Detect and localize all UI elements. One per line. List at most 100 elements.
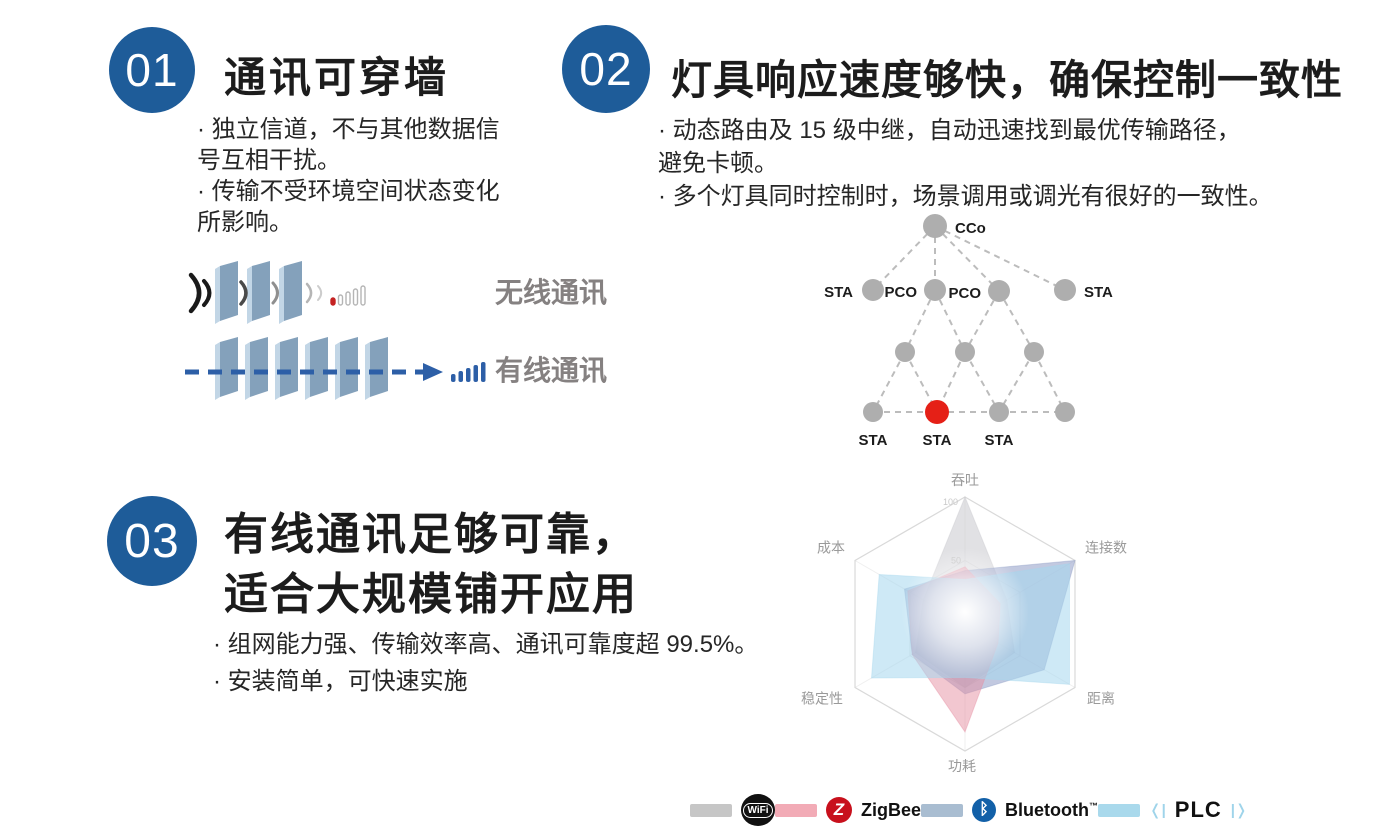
topology-node-highlighted (925, 400, 949, 424)
wall-front-face (252, 261, 270, 321)
wall-side-face (279, 266, 284, 324)
topology-node-label: STA (859, 432, 888, 449)
bullet-line: · 独立信道，不与其他数据信 (197, 116, 500, 143)
wifi-logo-icon: WiFi (741, 794, 775, 826)
bullet-line: 号互相干扰。 (197, 147, 341, 174)
bullet-line: · 传输不受环境空间状态变化 (197, 178, 500, 205)
wall-side-face (335, 342, 340, 400)
topology-node (924, 279, 946, 301)
plc-label: PLC (1174, 797, 1222, 822)
topology-edge (1033, 351, 1066, 413)
plc-swatch (1098, 803, 1140, 817)
wired-signal-arrow-head (423, 363, 443, 381)
weak-signal-bar (360, 285, 366, 306)
topology-node-label: STA (985, 432, 1014, 449)
topology-node-label: STA (1084, 284, 1113, 301)
wall-side-face (215, 266, 220, 324)
topology-node (989, 402, 1009, 422)
section-03-number: 03 (124, 514, 180, 568)
topology-node (863, 402, 883, 422)
section-01-badge: 01 (109, 27, 195, 113)
weak-signal-bar (330, 297, 336, 306)
topology-edge (872, 225, 936, 291)
section-03-title: 有线通讯足够可靠， 适合大规模铺开应用 (224, 505, 638, 625)
topology-node (1054, 279, 1076, 301)
strong-signal-bar (481, 362, 486, 382)
topology-edge (872, 351, 906, 413)
wall-front-face (220, 261, 238, 321)
topology-node (955, 342, 975, 362)
topology-node (862, 279, 884, 301)
section-02-badge: 02 (562, 25, 650, 113)
weak-signal-bar (352, 288, 359, 306)
section-02-bullets: · 动态路由及 15 级中继，自动迅速找到最优传输路径， 避免卡顿。 · 多个灯… (658, 114, 1388, 213)
sound-wave-arc (188, 272, 202, 314)
bluetooth-trademark: ™ (1089, 800, 1098, 811)
radar-legend: WiFi Z ZigBee ᛒ Bluetooth™ ❬| PLC |❭ (690, 792, 1248, 828)
topology-edge (904, 289, 936, 353)
topology-edge (964, 290, 1000, 353)
topology-node (923, 214, 947, 238)
topology-node (1055, 402, 1075, 422)
topology-node (895, 342, 915, 362)
topology-edge (934, 289, 966, 353)
wall-side-face (245, 342, 250, 400)
strong-signal-bar (466, 368, 471, 382)
radar-axis-label: 吞吐 (951, 472, 979, 488)
section-03-title-line2: 适合大规模铺开应用 (224, 570, 638, 619)
bullet-line: · 安装简单，可快速实施 (213, 668, 468, 695)
section-03-badge: 03 (107, 496, 197, 586)
radar-axis-label: 成本 (817, 540, 845, 556)
bullet-line: · 动态路由及 15 级中继，自动迅速找到最优传输路径， (658, 117, 1241, 144)
topology-node-label: STA (824, 284, 853, 301)
bullet-line: 避免卡顿。 (658, 150, 778, 177)
plc-left-signal-icon: ❬| (1149, 802, 1166, 819)
zigbee-logo-icon: Z (826, 797, 852, 823)
wifi-swatch (690, 803, 732, 817)
zigbee-swatch (775, 803, 817, 817)
section-01-number: 01 (125, 44, 179, 96)
weak-signal-bar (337, 294, 344, 306)
legend-item-bluetooth: ᛒ Bluetooth™ (921, 798, 1098, 822)
topology-edge (998, 290, 1035, 353)
zigbee-label: ZigBee (861, 799, 922, 820)
sound-wave-arc (317, 285, 323, 301)
topology-node-label: CCo (955, 220, 986, 237)
bullet-line: 所影响。 (197, 209, 293, 236)
topology-node-label: PCO (948, 285, 981, 302)
wall-front-face (280, 337, 298, 397)
topology-node (988, 280, 1010, 302)
wireless-communication-label: 无线通讯 (495, 277, 607, 308)
wall-front-face (370, 337, 388, 397)
legend-item-plc: ❬| PLC |❭ (1098, 797, 1248, 823)
bluetooth-label-text: Bluetooth (1005, 799, 1089, 820)
sound-wave-arc (305, 282, 313, 304)
topology-node (1024, 342, 1044, 362)
section-01-bullets: · 独立信道，不与其他数据信 号互相干扰。 · 传输不受环境空间状态变化 所影响… (197, 114, 567, 238)
bluetooth-logo-icon: ᛒ (972, 798, 997, 822)
section-03-title-line1: 有线通讯足够可靠， (224, 510, 638, 559)
sound-wave-arc (202, 279, 212, 307)
radar-tick-50: 50 (951, 556, 961, 566)
strong-signal-bar (451, 374, 456, 382)
sound-wave-arc (271, 281, 279, 305)
radar-axis-label: 连接数 (1085, 540, 1127, 556)
topology-edge (934, 225, 1066, 291)
wall-front-face (310, 337, 328, 397)
topology-edge (934, 225, 1000, 292)
section-02-number: 02 (579, 43, 633, 95)
wall-front-face (220, 337, 238, 397)
radar-tick-100: 100 (943, 497, 958, 507)
topology-edge (964, 351, 1000, 413)
legend-item-zigbee: Z ZigBee (775, 797, 921, 823)
topology-node-label: PCO (884, 284, 917, 301)
legend-item-wifi: WiFi (690, 794, 775, 826)
topology-art: CCo STA PCO PCO STA STA STA STA (824, 214, 1113, 449)
section-01-title: 通讯可穿墙 (224, 54, 450, 101)
bullet-line: · 组网能力强、传输效率高、通讯可靠度超 99.5%。 (213, 631, 759, 658)
strong-signal-bar (458, 371, 463, 382)
wifi-logo-text: WiFi (743, 802, 773, 818)
